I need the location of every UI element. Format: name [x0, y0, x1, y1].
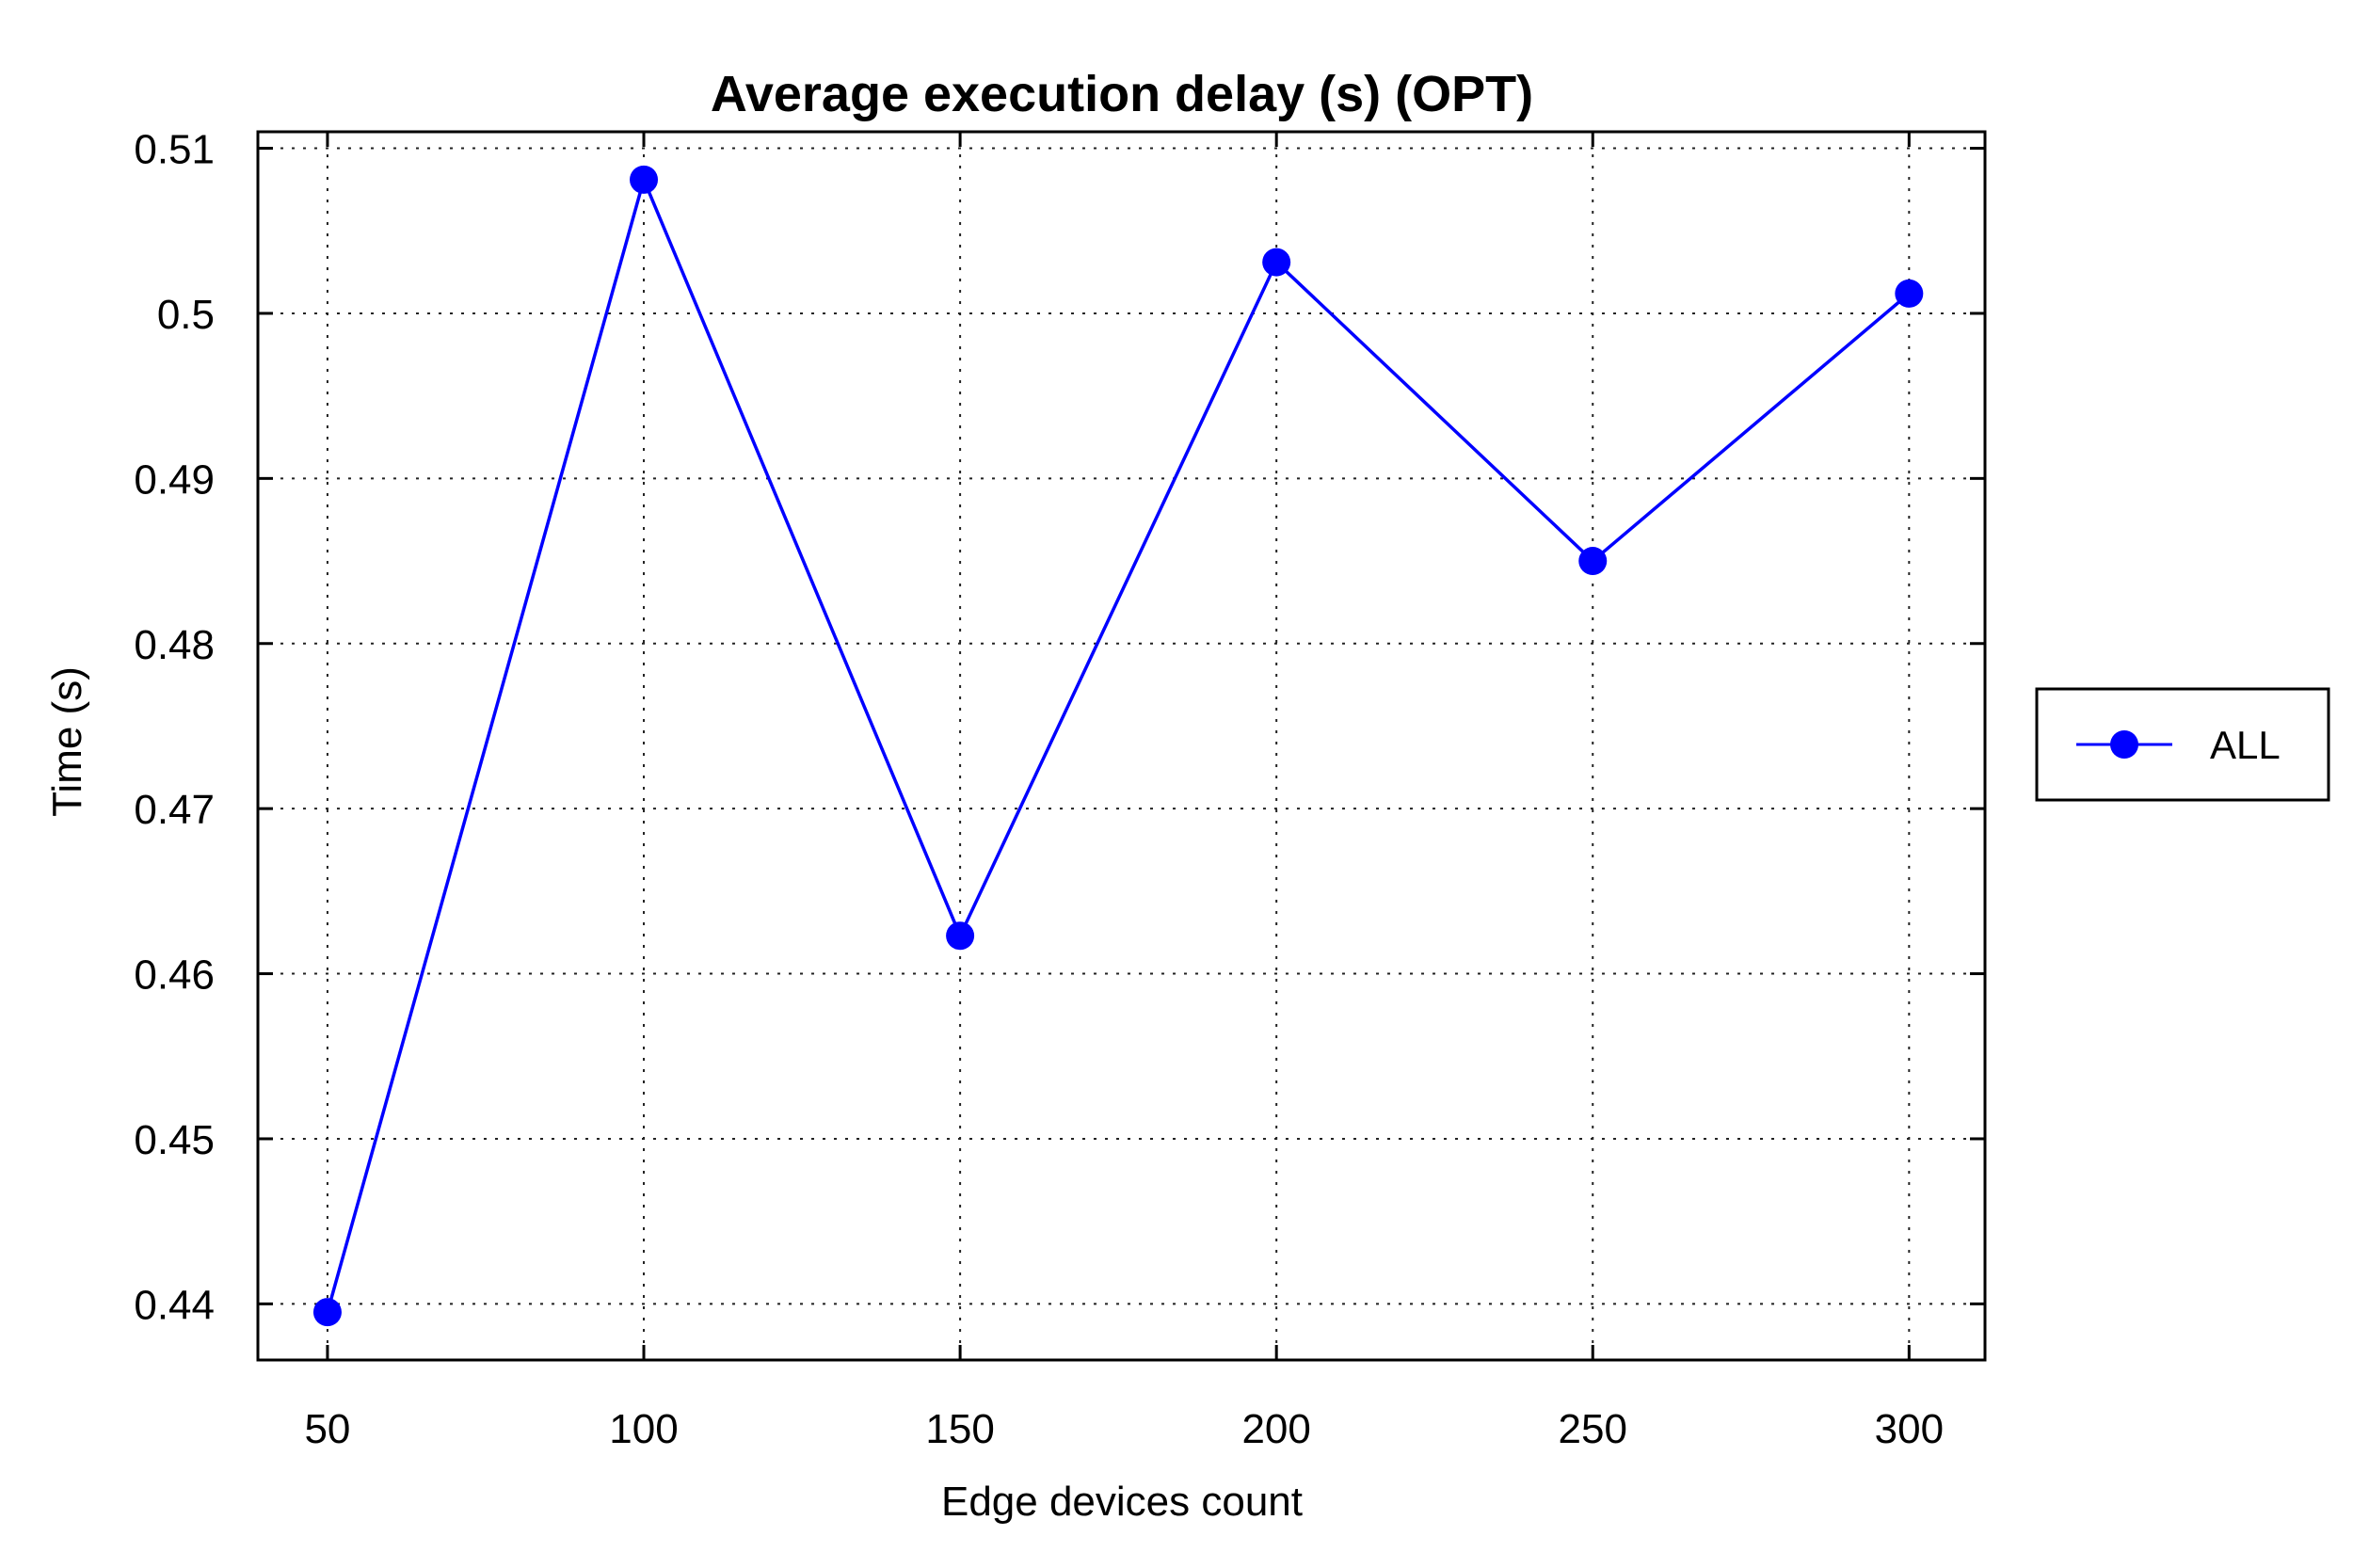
y-tick-label: 0.51 [134, 127, 215, 173]
y-tick-label: 0.46 [134, 952, 215, 999]
data-point [1262, 248, 1291, 277]
y-tick-label: 0.48 [134, 622, 215, 668]
chart-title: Average execution delay (s) (OPT) [711, 66, 1533, 122]
y-tick-label: 0.45 [134, 1117, 215, 1163]
data-point [630, 165, 659, 194]
data-point [312, 1298, 342, 1327]
y-axis-label: Time (s) [44, 666, 90, 817]
x-tick-label: 200 [1241, 1406, 1310, 1452]
legend-series-label: ALL [2210, 723, 2281, 767]
x-tick-label: 250 [1559, 1406, 1627, 1452]
grid [258, 132, 1985, 1360]
data-point [1895, 279, 1924, 308]
x-tick-label: 50 [304, 1406, 350, 1452]
x-tick-label: 300 [1875, 1406, 1944, 1452]
axis-ticks: 50 100 150 200 250 300 0.44 0.45 0.46 0.47 0.48 0.4… [134, 127, 1985, 1452]
legend-series-marker [2110, 730, 2138, 759]
y-tick-label: 0.44 [134, 1282, 215, 1328]
plot-frame [256, 130, 1987, 1362]
y-tick-label: 0.49 [134, 456, 215, 503]
data-point [946, 921, 975, 951]
x-tick-label: 150 [925, 1406, 994, 1452]
series-line [326, 174, 1911, 1313]
series-layer [312, 165, 1924, 1327]
x-axis-label: Edge devices count [941, 1479, 1303, 1525]
data-point [1578, 547, 1608, 576]
x-tick-label: 100 [609, 1406, 678, 1452]
y-tick-label: 0.47 [134, 787, 215, 833]
legend: ALL [2035, 687, 2330, 802]
y-tick-label: 0.5 [157, 292, 215, 338]
